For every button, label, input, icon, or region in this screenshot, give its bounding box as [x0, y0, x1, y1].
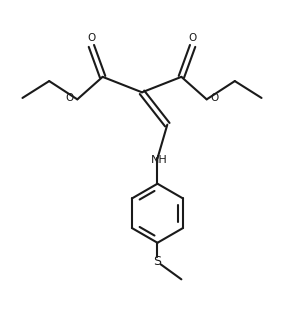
Text: S: S: [153, 255, 162, 268]
Text: O: O: [65, 93, 74, 103]
Text: O: O: [87, 33, 95, 43]
Text: O: O: [189, 33, 197, 43]
Text: NH: NH: [151, 155, 167, 165]
Text: O: O: [210, 93, 219, 103]
